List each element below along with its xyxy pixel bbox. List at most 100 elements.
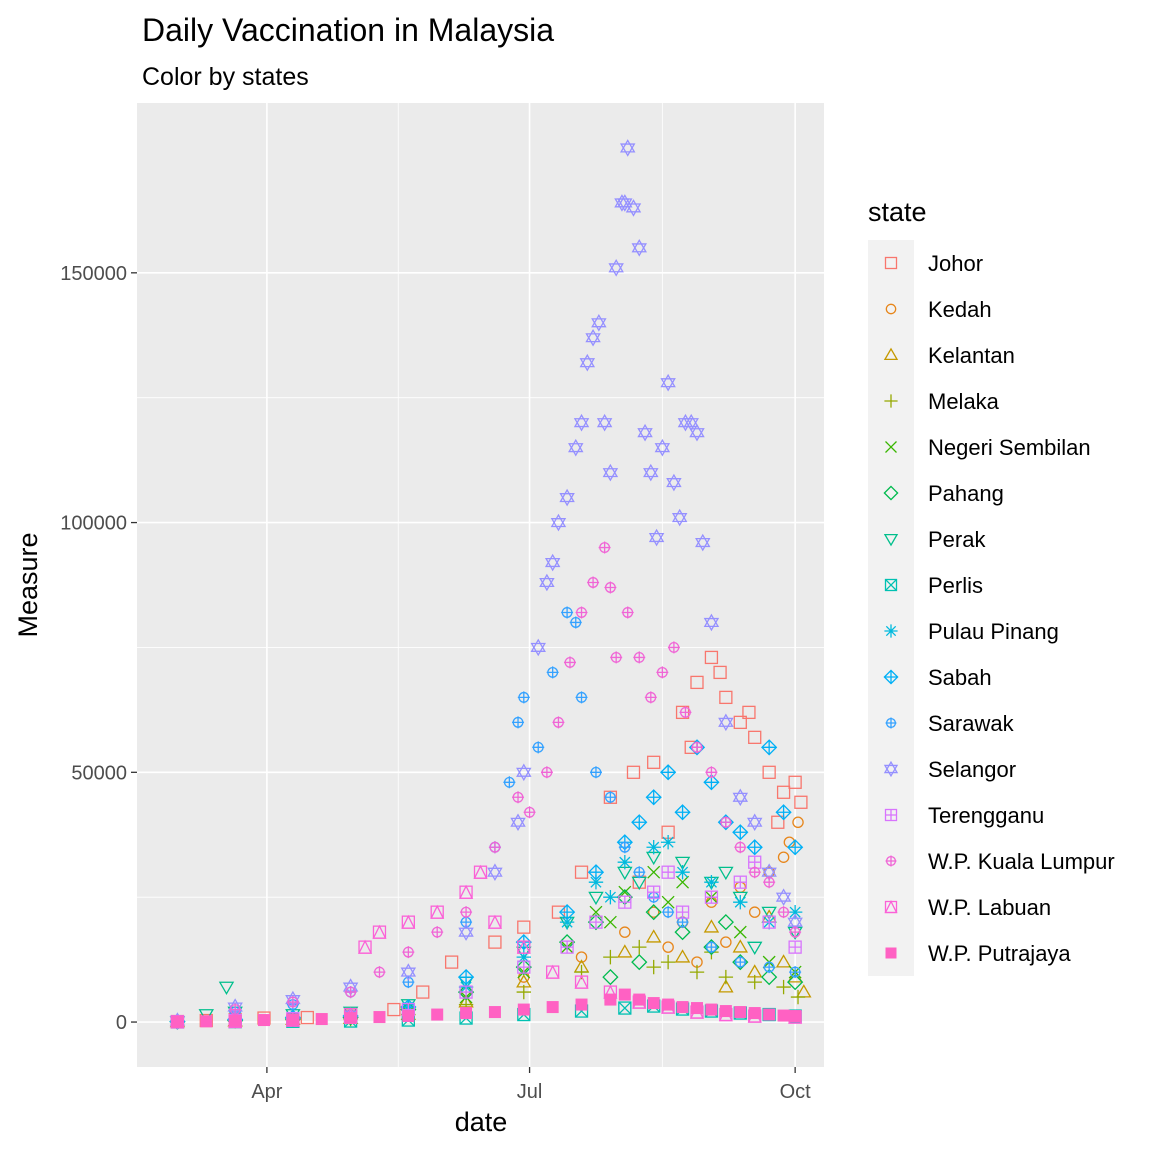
point-johor xyxy=(742,705,756,720)
point-pulau-pinang xyxy=(704,874,719,890)
point-selangor xyxy=(619,139,636,157)
point-johor xyxy=(719,690,733,705)
point-w-p-putrajaya xyxy=(315,1013,328,1026)
x-axis-label: date xyxy=(455,1107,508,1137)
point-johor xyxy=(748,730,762,744)
x-tick-label: Apr xyxy=(251,1081,282,1103)
point-selangor xyxy=(617,194,633,212)
point-selangor xyxy=(775,888,792,906)
point-selangor xyxy=(718,713,734,732)
legend-label-sabah: Sabah xyxy=(928,665,992,690)
point-terengganu xyxy=(675,905,690,919)
point-selangor xyxy=(602,463,619,482)
point-selangor xyxy=(573,413,590,432)
point-w-p-kuala-lumpur xyxy=(373,966,386,979)
point-johor xyxy=(647,755,661,769)
y-tick-label: 100000 xyxy=(60,513,127,535)
y-tick-label: 0 xyxy=(116,1012,127,1034)
point-w-p-putrajaya xyxy=(200,1015,213,1028)
point-sarawak xyxy=(402,976,415,989)
point-pulau-pinang xyxy=(660,835,676,850)
point-w-p-putrajaya xyxy=(647,997,660,1010)
point-johor xyxy=(788,775,802,789)
point-selangor xyxy=(559,488,575,507)
point-kedah xyxy=(647,906,660,918)
legend-label-kelantan: Kelantan xyxy=(928,343,1015,368)
point-johor xyxy=(733,715,747,730)
point-selangor xyxy=(695,533,711,552)
point-w-p-putrajaya xyxy=(763,1008,776,1021)
point-w-p-kuala-lumpur xyxy=(719,816,732,829)
point-sabah xyxy=(660,764,677,781)
point-pulau-pinang xyxy=(603,889,618,905)
legend-key-kelantan xyxy=(868,332,914,378)
point-pahang xyxy=(761,968,778,986)
legend-title: state xyxy=(868,197,927,227)
point-w-p-putrajaya xyxy=(719,1005,732,1018)
point-terengganu xyxy=(618,895,632,909)
legend-marker-sabah xyxy=(883,669,899,685)
point-selangor xyxy=(579,353,596,372)
point-sabah xyxy=(674,804,691,821)
point-terengganu xyxy=(733,875,747,889)
legend-marker-w-p-labuan xyxy=(884,900,898,914)
point-kedah xyxy=(792,816,804,829)
point-w-p-putrajaya xyxy=(789,1010,802,1023)
point-w-p-kuala-lumpur xyxy=(512,791,525,804)
legend-label-sarawak: Sarawak xyxy=(928,711,1015,736)
point-w-p-labuan xyxy=(357,939,373,954)
point-w-p-labuan xyxy=(487,914,502,929)
point-sabah xyxy=(587,864,605,881)
point-w-p-putrajaya xyxy=(777,1009,790,1022)
point-w-p-putrajaya xyxy=(748,1007,761,1020)
y-axis-label: Measure xyxy=(13,532,43,637)
point-selangor xyxy=(550,513,567,532)
point-w-p-putrajaya xyxy=(373,1011,386,1024)
point-sarawak xyxy=(633,866,646,879)
point-selangor xyxy=(510,813,526,832)
point-johor xyxy=(704,650,719,665)
point-w-p-kuala-lumpur xyxy=(552,716,565,729)
point-johor xyxy=(416,985,430,999)
legend-key-selangor xyxy=(868,746,914,792)
y-tick-label: 150000 xyxy=(60,263,127,285)
point-kelantan xyxy=(732,939,749,953)
point-kedah xyxy=(619,926,631,938)
point-selangor xyxy=(530,638,546,657)
x-axis-ticks: Apr Jul Oct xyxy=(251,1067,811,1103)
point-w-p-putrajaya xyxy=(431,1008,444,1021)
legend-marker-kedah xyxy=(885,303,897,315)
point-kelantan xyxy=(674,949,691,963)
point-sarawak xyxy=(589,766,602,779)
point-sabah xyxy=(746,839,763,856)
point-perak xyxy=(588,891,604,906)
point-w-p-putrajaya xyxy=(171,1015,184,1028)
legend-marker-kelantan xyxy=(883,347,899,361)
point-w-p-kuala-lumpur xyxy=(540,766,553,779)
point-selangor xyxy=(648,528,665,547)
point-johor xyxy=(690,675,704,690)
point-sarawak xyxy=(763,961,776,974)
point-selangor xyxy=(596,413,613,432)
point-pulau-pinang xyxy=(559,914,575,930)
point-pulau-pinang xyxy=(516,949,531,965)
point-johor xyxy=(387,1002,401,1017)
point-sarawak xyxy=(618,841,631,854)
point-w-p-putrajaya xyxy=(286,1013,299,1026)
point-w-p-putrajaya xyxy=(229,1014,242,1027)
point-pahang xyxy=(645,904,662,921)
point-selangor xyxy=(637,423,653,442)
point-w-p-labuan xyxy=(459,884,474,899)
point-w-p-putrajaya xyxy=(676,1001,689,1014)
point-pulau-pinang xyxy=(675,865,690,880)
legend-marker-pahang xyxy=(883,485,899,501)
point-sarawak xyxy=(789,966,802,979)
x-tick-label: Jul xyxy=(517,1081,543,1103)
point-sabah xyxy=(732,824,749,841)
point-melaka xyxy=(660,954,676,970)
point-w-p-labuan xyxy=(545,964,560,979)
point-w-p-putrajaya xyxy=(488,1006,501,1019)
point-johor xyxy=(574,865,589,879)
point-pahang xyxy=(717,914,734,931)
point-johor xyxy=(771,815,785,829)
